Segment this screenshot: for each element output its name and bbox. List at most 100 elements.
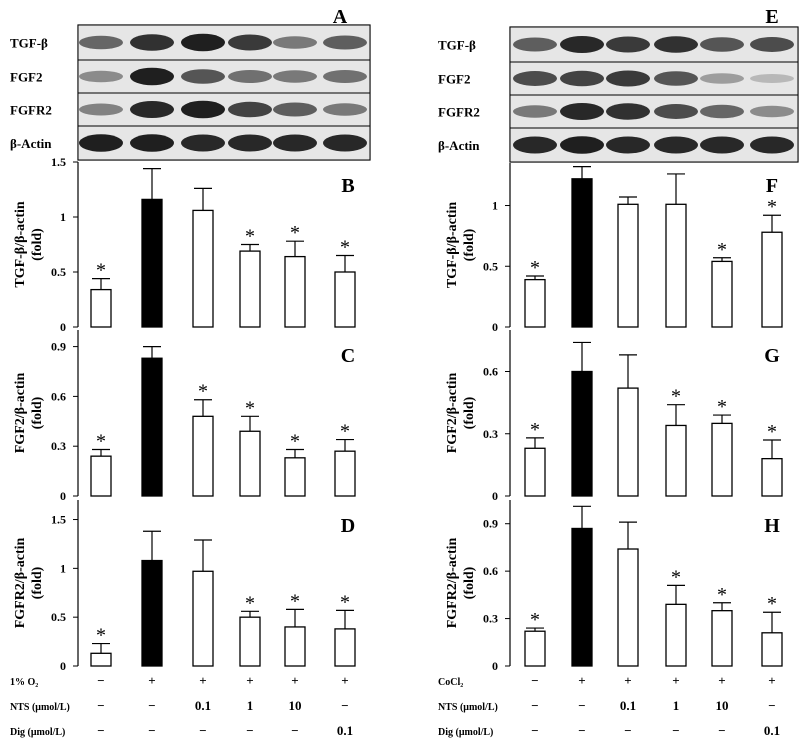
blot-band — [273, 134, 317, 152]
blot-band — [130, 134, 174, 152]
significance-marker: * — [340, 591, 350, 613]
significance-marker: * — [671, 566, 681, 588]
treatment-value: + — [718, 673, 725, 688]
blot-band — [181, 33, 225, 52]
blot-band — [560, 103, 604, 120]
blot-band — [560, 70, 604, 87]
significance-marker: * — [290, 590, 300, 612]
y-tick-label: 0 — [60, 659, 66, 673]
blot-band — [513, 105, 557, 118]
treatment-value: − — [718, 723, 725, 738]
bar — [141, 198, 163, 328]
blot-band — [181, 100, 225, 119]
treatment-label: Dig (μmol/L) — [438, 727, 493, 738]
blot-band — [228, 134, 272, 152]
treatment-table-left: 1% O₂ − + + + + +NTS (μmol/L) − −0.1 1 10 −Dig (μmo… — [10, 673, 353, 738]
panel-letter: A — [333, 6, 348, 28]
y-tick-label: 0.9 — [51, 340, 66, 354]
treatment-value: − — [531, 698, 538, 713]
blot-band — [130, 101, 174, 118]
blot-band — [654, 71, 698, 86]
significance-marker: * — [340, 421, 350, 443]
blot-row-label: β-Actin — [10, 136, 52, 151]
treatment-value: 0.1 — [620, 698, 636, 713]
treatment-value: − — [97, 698, 104, 713]
y-tick-label: 0.6 — [483, 365, 498, 379]
treatment-table-right: CoCl₂ − + + + + +NTS (μmol/L) − −0.1 1 10 −Dig (μmo… — [438, 673, 780, 738]
treatment-value: 1 — [247, 698, 254, 713]
blot-band — [654, 136, 698, 154]
blot-band — [606, 70, 650, 87]
treatment-value: − — [578, 723, 585, 738]
bar-chart-panel-b: 0 0.5 1 1.5 TGF-β/β-actin (fold) * * * * B — [13, 155, 356, 334]
blot-band — [228, 34, 272, 51]
blot-band — [323, 70, 367, 83]
y-axis-label-line: (fold) — [30, 566, 45, 599]
y-axis-label-line: (fold) — [30, 396, 45, 429]
panel-letter: B — [341, 175, 354, 197]
blot-row-label: TGF-β — [10, 36, 48, 51]
panel-letter: F — [766, 175, 778, 197]
y-axis-label: FGFR2/β-actin (fold) — [445, 538, 477, 629]
treatment-value: − — [341, 698, 348, 713]
blot-row: FGF2 — [10, 59, 371, 94]
treatment-value: 10 — [716, 698, 729, 713]
y-tick-label: 0.3 — [483, 427, 498, 441]
treatment-label: Dig (μmol/L) — [10, 727, 65, 738]
y-tick-label: 0.5 — [483, 259, 498, 273]
bar — [192, 570, 214, 667]
bar — [665, 603, 687, 667]
treatment-value: − — [531, 673, 538, 688]
y-tick-label: 1 — [492, 199, 498, 213]
significance-marker: * — [96, 431, 106, 453]
bar — [617, 387, 639, 497]
panel-letter: H — [764, 515, 780, 537]
bar — [284, 457, 306, 497]
treatment-row: Dig (μmol/L) − − − − − 0.1 — [10, 723, 353, 738]
blot-row: FGFR2 — [438, 94, 799, 129]
bar — [761, 231, 783, 328]
blot-band — [654, 104, 698, 119]
treatment-row: Dig (μmol/L) − − − − − 0.1 — [438, 723, 780, 738]
blot-band — [323, 134, 367, 152]
bar — [284, 255, 306, 328]
significance-marker: * — [96, 260, 106, 282]
bar — [239, 250, 261, 328]
y-axis-label-line: FGFR2/β-actin — [13, 538, 28, 629]
panel-letter: E — [765, 6, 778, 28]
blot-row: TGF-β — [438, 26, 799, 63]
treatment-value: 0.1 — [195, 698, 211, 713]
treatment-value: 10 — [289, 698, 302, 713]
blot-band — [700, 104, 744, 119]
blot-band — [130, 34, 174, 51]
treatment-value: + — [246, 673, 253, 688]
treatment-value: − — [291, 723, 298, 738]
bar — [141, 357, 163, 497]
y-axis-label-line: FGFR2/β-actin — [445, 538, 460, 629]
significance-marker: * — [717, 584, 727, 606]
y-axis-label: FGF2/β-actin (fold) — [445, 373, 477, 454]
bar — [90, 652, 112, 667]
blot-row: TGF-β — [10, 24, 371, 61]
blot-band — [750, 136, 794, 154]
bar — [761, 632, 783, 667]
treatment-value: − — [531, 723, 538, 738]
y-tick-label: 0 — [60, 489, 66, 503]
blot-band — [79, 103, 123, 116]
treatment-value: − — [97, 673, 104, 688]
treatment-value: − — [148, 723, 155, 738]
y-axis-label-line: FGF2/β-actin — [445, 373, 460, 454]
significance-marker: * — [96, 625, 106, 647]
bar — [334, 450, 356, 497]
y-axis-label-line: (fold) — [462, 396, 477, 429]
blot-row-label: TGF-β — [438, 38, 476, 53]
significance-marker: * — [530, 609, 540, 631]
treatment-value: + — [199, 673, 206, 688]
y-tick-label: 0.5 — [51, 265, 66, 279]
blot-band — [323, 35, 367, 50]
blot-band — [273, 36, 317, 49]
bar — [761, 457, 783, 497]
significance-marker: * — [290, 431, 300, 453]
bar — [665, 203, 687, 328]
